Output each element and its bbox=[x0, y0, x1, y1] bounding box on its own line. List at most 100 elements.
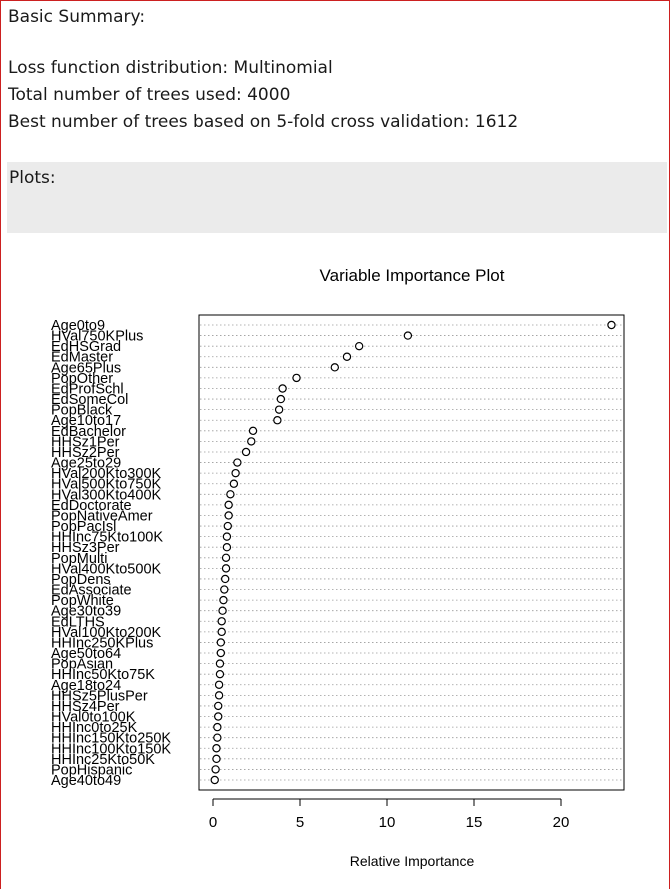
variable-label: HHInc50Kto75K bbox=[51, 667, 155, 683]
importance-point bbox=[403, 331, 413, 340]
importance-point bbox=[214, 712, 223, 721]
variable-label: EdSomeCol bbox=[51, 392, 128, 408]
variable-label: PopOther bbox=[51, 371, 113, 387]
variable-label: HHInc0to25K bbox=[51, 720, 138, 736]
importance-point bbox=[222, 543, 232, 552]
variable-label: EdHSGrad bbox=[51, 339, 121, 355]
importance-point bbox=[222, 532, 232, 541]
importance-point bbox=[221, 564, 231, 573]
variable-label: Age18to24 bbox=[51, 678, 121, 694]
variable-label: PopDens bbox=[51, 572, 111, 588]
x-axis: 0 5 10 15 20 bbox=[209, 798, 570, 831]
variable-label: HHSz2Per bbox=[51, 445, 120, 461]
importance-point bbox=[212, 744, 221, 753]
importance-point bbox=[224, 500, 233, 510]
chart-title: Variable Importance Plot bbox=[320, 266, 505, 285]
variable-label: HVal400Kto500K bbox=[51, 561, 162, 577]
variable-label: HHInc250KPlus bbox=[51, 635, 153, 651]
importance-point bbox=[231, 468, 240, 478]
importance-point bbox=[214, 701, 223, 711]
importance-point bbox=[607, 320, 616, 330]
plot-frame bbox=[198, 314, 625, 791]
variable-label: HHInc100Kto150K bbox=[51, 741, 171, 757]
x-tick-label: 20 bbox=[553, 814, 570, 831]
importance-point bbox=[276, 394, 286, 404]
x-tick-label: 5 bbox=[296, 814, 304, 831]
x-tick-label: 10 bbox=[379, 814, 396, 831]
variable-label: Age40to49 bbox=[51, 773, 121, 789]
variable-label: HHSz4Per bbox=[51, 699, 120, 715]
variable-label: PopPacIsl bbox=[51, 519, 116, 535]
variable-importance-chart: Variable Importance Plot Age0to9HVal750K… bbox=[51, 266, 625, 869]
variable-label: HVal500Kto750K bbox=[51, 477, 162, 493]
x-axis-label: Relative Importance bbox=[350, 853, 475, 869]
importance-point bbox=[213, 733, 222, 742]
variable-label: EdMaster bbox=[51, 350, 113, 366]
variable-label: Age50to64 bbox=[51, 646, 121, 662]
importance-point bbox=[224, 511, 233, 520]
variable-label: PopNativeAmer bbox=[51, 508, 153, 524]
variable-label: HHInc25Kto50K bbox=[51, 752, 155, 768]
x-tick-label: 0 bbox=[209, 814, 217, 831]
basic-summary-heading: Basic Summary: bbox=[8, 7, 146, 27]
importance-point bbox=[278, 384, 287, 393]
variable-label: HVal100Kto200K bbox=[51, 625, 162, 641]
variable-label: HHInc75Kto100K bbox=[51, 530, 163, 546]
importance-point bbox=[247, 437, 256, 446]
variable-label: Age10to17 bbox=[51, 413, 121, 429]
importance-point bbox=[220, 585, 229, 594]
importance-point bbox=[233, 458, 242, 467]
importance-point bbox=[218, 606, 227, 615]
variable-labels: Age0to9HVal750KPlusEdHSGradEdMasterAge65… bbox=[51, 318, 171, 789]
variable-label: EdLTHS bbox=[51, 614, 105, 630]
variable-label: EdDoctorate bbox=[51, 498, 132, 514]
importance-point bbox=[214, 680, 224, 689]
variable-label: HVal0to100K bbox=[51, 710, 136, 726]
importance-point bbox=[213, 722, 222, 732]
plots-heading: Plots: bbox=[9, 168, 56, 188]
variable-label: HVal200Kto300K bbox=[51, 466, 162, 482]
importance-point bbox=[210, 775, 219, 785]
x-tick-label: 15 bbox=[466, 814, 483, 831]
variable-label: Age30to39 bbox=[51, 604, 121, 620]
importance-point bbox=[274, 405, 284, 414]
importance-point bbox=[330, 363, 339, 372]
importance-point bbox=[217, 627, 226, 637]
importance-point bbox=[248, 426, 258, 436]
importance-point bbox=[223, 521, 232, 531]
variable-label: HHSz1Per bbox=[51, 434, 120, 450]
loss-function-line: Loss function distribution: Multinomial bbox=[8, 58, 333, 78]
importance-point bbox=[241, 447, 251, 457]
variable-label: EdProfSchl bbox=[51, 381, 124, 397]
variable-label: PopAsian bbox=[51, 657, 113, 673]
importance-point bbox=[273, 416, 282, 425]
variable-label: PopHispanic bbox=[51, 762, 132, 778]
variable-label: HVal750KPlus bbox=[51, 329, 143, 345]
importance-point bbox=[212, 754, 221, 764]
importance-point bbox=[220, 574, 230, 584]
variable-label: Age25to29 bbox=[51, 456, 121, 472]
importance-point bbox=[211, 765, 220, 774]
best-trees-line: Best number of trees based on 5-fold cro… bbox=[8, 112, 519, 132]
importance-point bbox=[215, 669, 225, 679]
variable-label: PopBlack bbox=[51, 403, 113, 419]
variable-label: HVal300Kto400K bbox=[51, 487, 162, 503]
variable-label: Age0to9 bbox=[51, 318, 105, 334]
importance-point bbox=[354, 341, 364, 351]
importance-point bbox=[342, 352, 352, 361]
importance-points bbox=[210, 320, 616, 785]
importance-point bbox=[219, 595, 228, 605]
importance-point bbox=[215, 659, 225, 668]
variable-label: PopWhite bbox=[51, 593, 114, 609]
importance-point bbox=[221, 553, 231, 562]
variable-label: PopMulti bbox=[51, 551, 107, 567]
variable-label: Age65Plus bbox=[51, 360, 121, 376]
variable-label: HHSz5PlusPer bbox=[51, 688, 148, 704]
total-trees-line: Total number of trees used: 4000 bbox=[8, 85, 291, 105]
variable-label: EdAssociate bbox=[51, 583, 132, 599]
importance-point bbox=[216, 638, 226, 647]
importance-point bbox=[216, 648, 226, 658]
variable-label: HHInc150Kto250K bbox=[51, 731, 171, 747]
importance-point bbox=[292, 373, 301, 383]
importance-point bbox=[214, 691, 224, 700]
